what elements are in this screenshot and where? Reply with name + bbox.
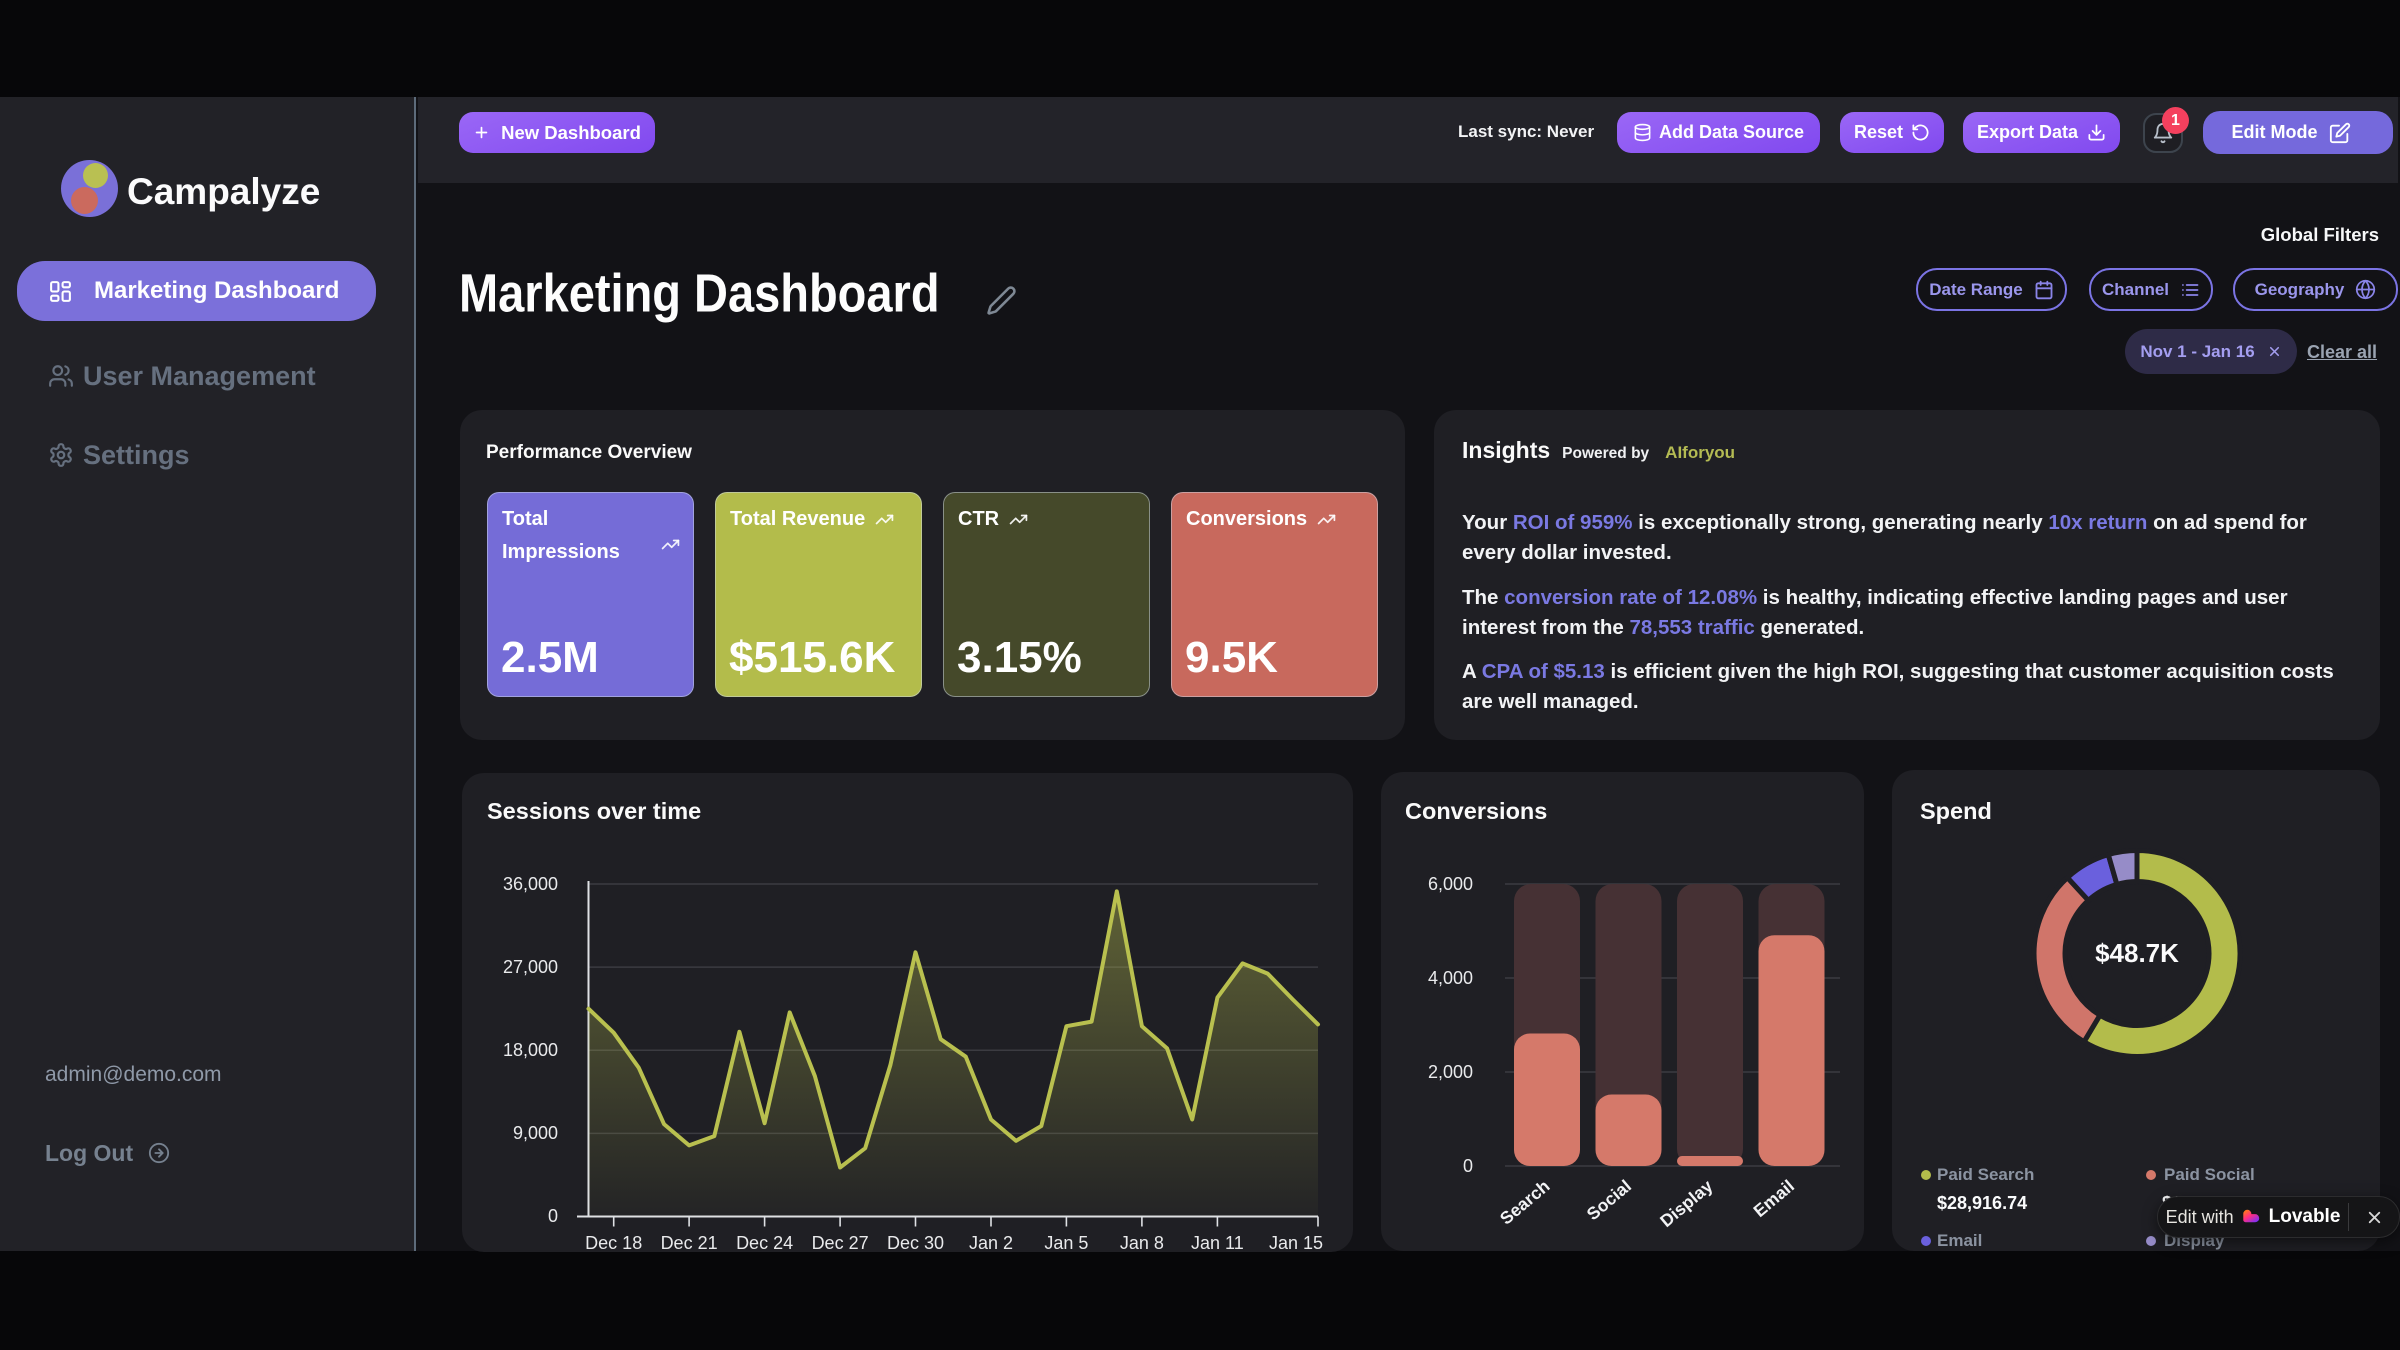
svg-text:Jan 11: Jan 11 xyxy=(1191,1233,1244,1252)
svg-text:Search: Search xyxy=(1496,1176,1554,1229)
svg-text:Jan 2: Jan 2 xyxy=(969,1233,1013,1252)
svg-text:Jan 8: Jan 8 xyxy=(1120,1233,1164,1252)
svg-text:Dec 30: Dec 30 xyxy=(887,1233,944,1252)
svg-text:27,000: 27,000 xyxy=(503,957,558,977)
svg-text:Jan 15: Jan 15 xyxy=(1269,1233,1323,1252)
svg-text:Dec 18: Dec 18 xyxy=(585,1233,642,1252)
svg-text:Jan 5: Jan 5 xyxy=(1044,1233,1088,1252)
svg-text:4,000: 4,000 xyxy=(1428,968,1473,988)
svg-text:36,000: 36,000 xyxy=(503,874,558,894)
svg-text:$48.7K: $48.7K xyxy=(2095,938,2179,968)
svg-text:0: 0 xyxy=(548,1206,558,1226)
svg-text:Dec 27: Dec 27 xyxy=(812,1233,869,1252)
svg-text:18,000: 18,000 xyxy=(503,1040,558,1060)
svg-text:6,000: 6,000 xyxy=(1428,874,1473,894)
svg-text:2,000: 2,000 xyxy=(1428,1062,1473,1082)
svg-text:Email: Email xyxy=(1749,1176,1798,1221)
svg-text:Dec 21: Dec 21 xyxy=(661,1233,718,1252)
svg-text:0: 0 xyxy=(1463,1156,1473,1176)
svg-text:Display: Display xyxy=(1656,1176,1717,1232)
svg-text:Social: Social xyxy=(1583,1176,1635,1224)
svg-text:9,000: 9,000 xyxy=(513,1123,558,1143)
svg-text:Dec 24: Dec 24 xyxy=(736,1233,793,1252)
